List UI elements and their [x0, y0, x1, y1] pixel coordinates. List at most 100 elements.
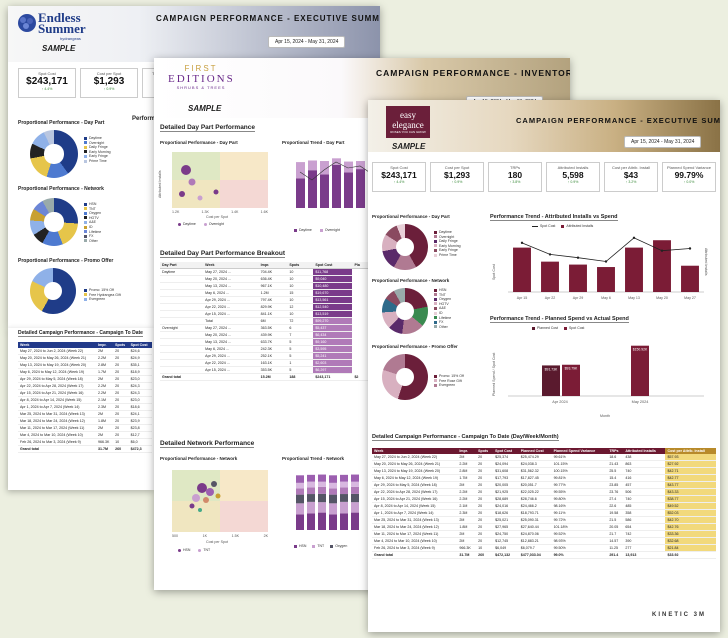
- date-range-picker[interactable]: Apr 15, 2024 - May 31, 2024: [624, 136, 702, 148]
- table-row[interactable]: Apr 29, 2024 ... 252.1K 5 $5,241: [160, 352, 370, 360]
- table-row[interactable]: Apr 15, 2024 to Apr 21, 2024 (Week 16) 2.…: [18, 389, 152, 397]
- table-cell: 5: [287, 345, 314, 353]
- table-row[interactable]: Overnight May 27, 2024 ... 363.5K 6 $5,437: [160, 324, 370, 332]
- header-banner: FIRST EDITIONS SHRUBS & TREES SAMPLE CAM…: [154, 58, 570, 118]
- col-daypart[interactable]: Day Part: [160, 262, 204, 269]
- network-trend-bar: [296, 503, 304, 515]
- col-spots[interactable]: Spots: [287, 262, 314, 269]
- table-cell: $9,160: [313, 338, 353, 346]
- table-row[interactable]: May 20, 2024 ... 439.9K 7 $6,434: [160, 331, 370, 339]
- column-header[interactable]: Planned Spend Variance: [551, 448, 608, 454]
- legend-item: Prime Time: [89, 158, 107, 163]
- kpi-card: Attributed Installs 5,598 ↑ 0.9%: [546, 162, 600, 192]
- table-cell: Apr 1, 2024 to Apr 7, 2024 (Week 14): [18, 403, 96, 411]
- table-row[interactable]: Mar 11, 2024 to Mar 17, 2024 (Week 11) 2M…: [18, 424, 152, 432]
- table-row[interactable]: May 20, 2024 ... 636.4K 10 $9,040: [160, 275, 370, 283]
- col-impr[interactable]: Impr.: [95, 342, 114, 348]
- table-row[interactable]: Mar 18, 2024 to Mar 24, 2024 (Week 12) 1.…: [372, 523, 716, 531]
- legend-item: TNT: [317, 544, 325, 548]
- table-row[interactable]: Mar 18, 2024 to Mar 24, 2024 (Week 12) 1.…: [18, 417, 152, 425]
- table-row[interactable]: May 6, 2024 ... 1.2M 15 $19,670: [160, 289, 370, 297]
- table-cell: $2,603: [313, 359, 353, 367]
- table-row[interactable]: Mar 4, 2024 to Mar 10, 2024 (Week 10) 2M 2…: [372, 537, 716, 545]
- table-cell: 2.8M: [95, 361, 114, 369]
- table-row[interactable]: May 13, 2024 ... 633.7K 5 $9,160: [160, 338, 370, 346]
- spend-bar: [542, 365, 560, 396]
- table-cell: 2.2M: [457, 495, 477, 503]
- table-row[interactable]: May 13, 2024 ... 967.1K 10 $10,480: [160, 282, 370, 290]
- table-cell: 23.85: [607, 481, 624, 489]
- date-range-picker[interactable]: Apr 15, 2024 - May 31, 2024: [268, 36, 346, 48]
- table-cell: 13,913: [623, 551, 666, 559]
- col-impr[interactable]: Impr.: [258, 262, 288, 269]
- column-header[interactable]: Week: [372, 448, 458, 454]
- table-row[interactable]: Apr 29, 2024 to May 5, 2024 (Week 18) 2M 2…: [18, 375, 152, 383]
- table-cell: 188: [287, 373, 314, 381]
- table-cell: $19,670: [313, 289, 353, 297]
- table-row[interactable]: Apr 8, 2024 to Apr 14, 2024 (Week 15) 2.1…: [372, 502, 716, 510]
- table-row[interactable]: Apr 15, 2024 ... 841.1K 10 $13,519: [160, 310, 370, 318]
- table-cell: 457: [623, 481, 666, 489]
- table-row[interactable]: May 27, 2024 to Jun 2, 2024 (Week 22) 2M 2…: [372, 454, 716, 461]
- col-spot-cost[interactable]: Spot Cost: [128, 342, 152, 348]
- table-row[interactable]: May 6, 2024 ... 242.3K 5 $3,595: [160, 345, 370, 353]
- col-week[interactable]: Week: [18, 342, 96, 348]
- network-trend-bar: [318, 486, 326, 494]
- table-row[interactable]: Feb 26, 2024 to Mar 3, 2024 (Week 9) 966.…: [372, 544, 716, 552]
- table-row[interactable]: May 13, 2024 to May 19, 2024 (Week 20) 2.…: [18, 361, 152, 369]
- legend-item: Early Fringe: [439, 248, 458, 253]
- table-row[interactable]: Apr 29, 2024 ... 797.4K 10 $13,561: [160, 296, 370, 304]
- table-row[interactable]: May 6, 2024 to May 12, 2024 (Week 19) 1.7…: [372, 474, 716, 482]
- table-row[interactable]: May 20, 2024 to May 26, 2024 (Week 21) 2.…: [18, 354, 152, 362]
- table-cell: $13,561: [313, 296, 353, 304]
- table-row[interactable]: May 13, 2024 to May 19, 2024 (Week 20) 2.…: [372, 467, 716, 475]
- col-planned[interactable]: Pla: [352, 262, 370, 269]
- table-row[interactable]: Mar 25, 2024 to Mar 31, 2024 (Week 13) 2M…: [18, 410, 152, 418]
- column-header[interactable]: Spots: [476, 448, 494, 454]
- table-row[interactable]: Apr 29, 2024 to May 5, 2024 (Week 18) 2M 2…: [372, 481, 716, 489]
- table-row[interactable]: Apr 22, 2024 to Apr 28, 2024 (Week 17) 2.…: [18, 382, 152, 390]
- table-title: Detailed Campaign Performance - Campaign…: [372, 434, 559, 441]
- col-week[interactable]: Week: [203, 262, 259, 269]
- col-spots[interactable]: Spots: [113, 342, 129, 348]
- table-row[interactable]: Apr 22, 2024 ... 829.9K 12 $12,540: [160, 303, 370, 311]
- kpi-label: Cost per Spot: [96, 71, 122, 76]
- table-cell: 797.4K: [258, 296, 288, 304]
- tick-label: 1.6K: [260, 210, 268, 214]
- table-row[interactable]: Mar 25, 2024 to Mar 31, 2024 (Week 13) 2M…: [372, 516, 716, 524]
- table-row[interactable]: Apr 22, 2024 to Apr 28, 2024 (Week 17) 2.…: [372, 488, 716, 496]
- column-header[interactable]: Spot Cost: [493, 448, 519, 454]
- table-row[interactable]: Mar 11, 2024 to Mar 17, 2024 (Week 11) 2M…: [372, 530, 716, 538]
- column-header[interactable]: Impr.: [457, 448, 477, 454]
- table-cell: $24,3: [128, 382, 152, 390]
- table-row[interactable]: May 6, 2024 to May 12, 2024 (Week 19) 1.7…: [18, 368, 152, 376]
- table-row[interactable]: Apr 1, 2024 to Apr 7, 2024 (Week 14) 2.3M…: [372, 509, 716, 517]
- table-row[interactable]: Apr 15, 2024 ... 353.5K 5 $6,297: [160, 366, 370, 374]
- table-row[interactable]: Mar 4, 2024 to Mar 10, 2024 (Week 10) 2M 2…: [18, 431, 152, 439]
- table-row[interactable]: Apr 1, 2024 to Apr 7, 2024 (Week 14) 2.3M…: [18, 403, 152, 411]
- table-row[interactable]: May 20, 2024 to May 26, 2024 (Week 21) 2.…: [372, 460, 716, 468]
- column-header[interactable]: Cost per Attrib. Install: [665, 448, 716, 454]
- table-row[interactable]: Apr 8, 2024 to Apr 14, 2024 (Week 15) 2.1…: [18, 396, 152, 404]
- table-row[interactable]: Apr 22, 2024 ... 163.1K 1 $2,603: [160, 359, 370, 367]
- table-row[interactable]: Feb 26, 2024 to Mar 3, 2024 (Week 9) 966.…: [18, 438, 152, 446]
- table-row[interactable]: Grand total 31.7M 260 $472,3: [18, 445, 152, 453]
- column-header[interactable]: TRPs: [607, 448, 624, 454]
- table-cell: 10: [287, 275, 314, 283]
- spend-point: [688, 247, 692, 250]
- col-spot-cost[interactable]: Spot Cost: [313, 262, 353, 269]
- table-cell: 277: [623, 544, 666, 552]
- table-row[interactable]: May 27, 2024 to Jun 2, 2024 (Week 22) 2M 2…: [18, 348, 152, 355]
- table-row[interactable]: Grand total 15.2M 188 $243,171 $2: [160, 373, 370, 381]
- column-header[interactable]: Planned Cost: [518, 448, 552, 454]
- column-header[interactable]: Attributed Installs: [623, 448, 666, 454]
- table-row[interactable]: Total 6M 72 $99,270: [160, 317, 370, 325]
- page-title: CAMPAIGN PERFORMANCE - EXECUTIVE SUMMARY: [516, 116, 720, 125]
- legend-item: Free Rose Gift: [439, 378, 462, 383]
- table-cell: $23,9: [128, 417, 152, 425]
- table-row[interactable]: Apr 15, 2024 to Apr 21, 2024 (Week 16) 2.…: [372, 495, 716, 503]
- logo-subtext: ROSES YOU CAN GROW: [390, 130, 426, 134]
- table-cell: $27,965: [493, 523, 519, 531]
- table-row[interactable]: Grand total 31.7M 260 $472,132 $477,033.04 99…: [372, 551, 716, 559]
- table-row[interactable]: Daytime May 27, 2024 ... 704.4K 10 $11,768: [160, 268, 370, 276]
